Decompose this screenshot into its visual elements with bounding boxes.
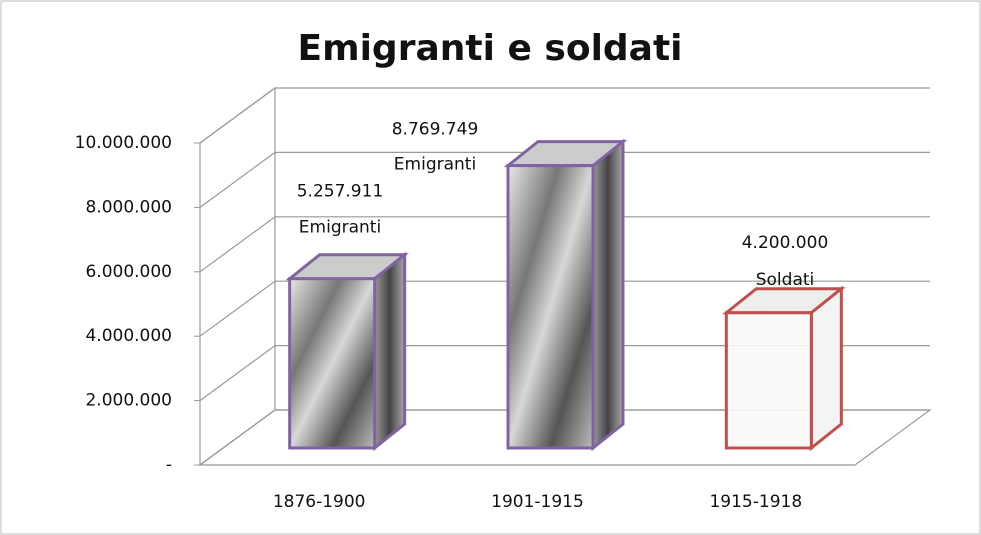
bar-side: [811, 289, 841, 448]
data-label-name: Emigranti: [299, 218, 381, 238]
y-tick-label: 4.000.000: [85, 326, 172, 346]
data-label: 5.257.911: [297, 182, 384, 202]
bar: [726, 313, 811, 448]
bar: [290, 279, 375, 448]
bar: [508, 166, 593, 448]
x-tick-label: 1901-1915: [491, 492, 584, 512]
chart-title: Emigranti e soldati: [297, 28, 682, 69]
bar-side: [375, 255, 405, 448]
y-tick-label: 2.000.000: [85, 391, 172, 411]
x-tick-label: 1915-1918: [709, 492, 802, 512]
y-tick-label: 6.000.000: [85, 262, 172, 282]
page: Emigranti e soldati - 2.000.000 4.000.000 6…: [0, 0, 981, 535]
x-tick-label: 1876-1900: [273, 492, 366, 512]
back-wall: [200, 88, 275, 465]
y-tick-label: 8.000.000: [85, 197, 172, 217]
data-label-name: Emigranti: [394, 155, 476, 175]
data-label: 8.769.749: [392, 120, 479, 140]
bar-side: [593, 142, 623, 448]
data-label: 4.200.000: [742, 233, 829, 253]
data-label-name: Soldati: [756, 270, 815, 290]
chart: Emigranti e soldati - 2.000.000 4.000.000 6…: [0, 0, 981, 535]
y-tick-label: -: [166, 455, 172, 475]
y-tick-label: 10.000.000: [75, 133, 172, 153]
